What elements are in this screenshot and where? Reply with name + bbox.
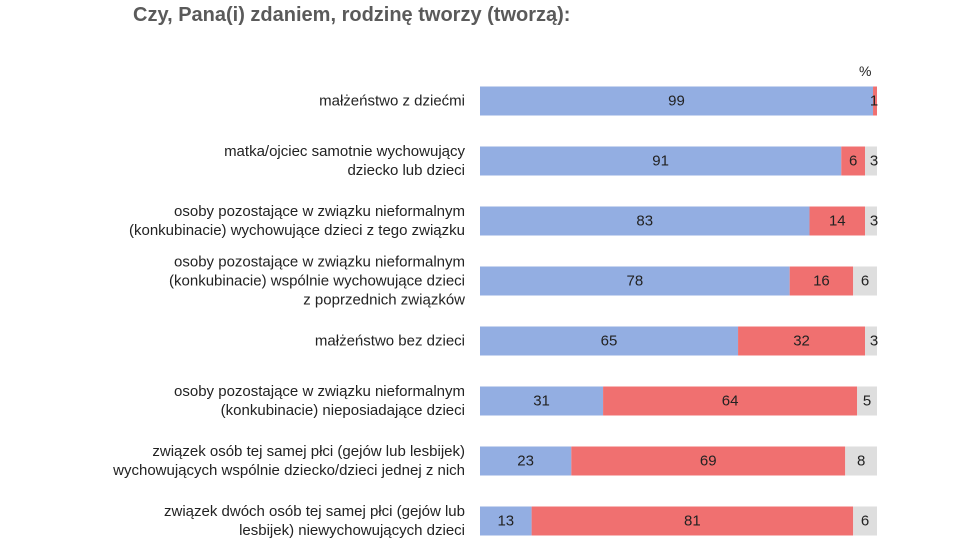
data-label: 5 — [863, 393, 871, 410]
data-label: 91 — [652, 153, 669, 170]
category-label: z poprzednich związków — [303, 292, 465, 309]
data-label: 8 — [857, 453, 865, 470]
category-label: dziecko lub dzieci — [347, 162, 465, 179]
unit-label: % — [859, 63, 872, 79]
bar-segment — [853, 266, 877, 296]
bar-segment — [873, 86, 877, 116]
data-label: 99 — [668, 93, 685, 110]
data-label: 13 — [497, 513, 514, 530]
category-label: (konkubinacie) wspólnie wychowujące dzie… — [169, 273, 465, 290]
bar-segment — [789, 266, 854, 296]
data-label: 3 — [870, 213, 878, 230]
bar-segment — [480, 266, 790, 296]
bar-segment — [480, 206, 810, 236]
category-label: osoby pozostające w związku nieformalnym — [174, 203, 465, 220]
category-label: (konkubinacie) nieposiadające dzieci — [221, 402, 465, 419]
bar-segment — [841, 146, 866, 176]
bar-segment — [857, 386, 877, 416]
bar-segment — [845, 446, 877, 476]
category-label: osoby pozostające w związku nieformalnym — [174, 383, 465, 400]
bar-segment — [480, 386, 604, 416]
category-label: związek osób tej samej płci (gejów lub l… — [152, 443, 465, 460]
bar-segment — [865, 206, 877, 236]
category-label: związek dwóch osób tej samej płci (gejów… — [164, 503, 465, 520]
data-label: 14 — [829, 213, 846, 230]
bar-segment — [865, 146, 877, 176]
category-label: lesbijek) niewychowujących dzieci — [239, 522, 465, 539]
bar-segment — [603, 386, 858, 416]
bar-segment — [480, 506, 532, 536]
data-label: 83 — [636, 213, 653, 230]
data-label: 3 — [870, 153, 878, 170]
data-label: 81 — [684, 513, 701, 530]
bar-segment — [531, 506, 854, 536]
data-label: 78 — [626, 273, 643, 290]
chart-title: Czy, Pana(i) zdaniem, rodzinę tworzy (tw… — [133, 4, 571, 26]
category-label: małżeństwo bez dzieci — [315, 333, 465, 350]
bar-segment — [865, 326, 877, 356]
data-label: 1 — [870, 93, 878, 110]
bar-segment — [480, 326, 739, 356]
bar-segment — [480, 446, 572, 476]
data-label: 69 — [700, 453, 717, 470]
bar-segment — [738, 326, 866, 356]
data-label: 6 — [849, 153, 857, 170]
data-label: 3 — [870, 333, 878, 350]
bar-segment — [853, 506, 877, 536]
data-label: 64 — [722, 393, 739, 410]
data-label: 65 — [601, 333, 618, 350]
category-label: wychowujących wspólnie dziecko/dzieci je… — [112, 462, 465, 479]
data-label: 16 — [813, 273, 830, 290]
data-label: 32 — [793, 333, 810, 350]
category-label: osoby pozostające w związku nieformalnym — [174, 254, 465, 271]
category-label: małżeństwo z dziećmi — [319, 93, 465, 110]
bar-segment — [809, 206, 866, 236]
category-label: matka/ojciec samotnie wychowujący — [224, 143, 465, 160]
data-label: 6 — [861, 513, 869, 530]
data-label: 6 — [861, 273, 869, 290]
data-label: 31 — [533, 393, 550, 410]
bar-segment — [571, 446, 846, 476]
bar-segment — [480, 146, 842, 176]
bar-segment — [480, 86, 874, 116]
data-label: 23 — [517, 453, 534, 470]
category-label: (konkubinacie) wychowujące dzieci z tego… — [129, 222, 465, 239]
